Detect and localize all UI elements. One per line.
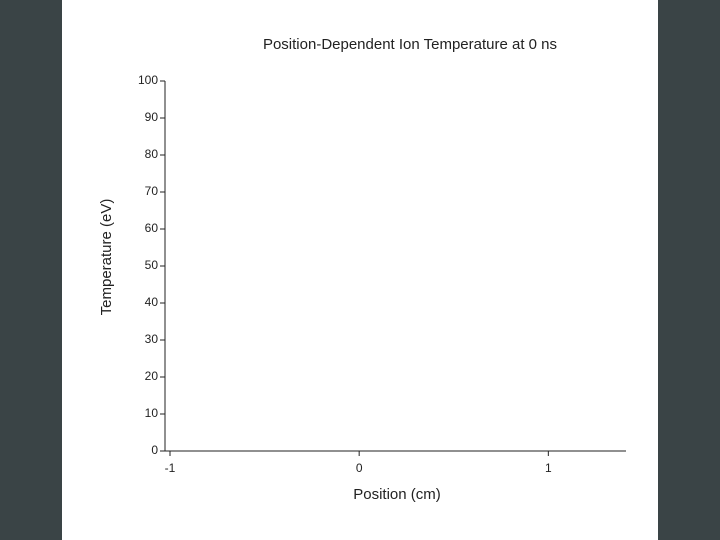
y-tick-label: 10 [145,406,159,420]
x-axis-label: Position (cm) [353,486,441,503]
x-tick-label: 0 [356,461,363,475]
y-tick-label: 60 [145,221,159,235]
y-tick-label: 80 [145,147,159,161]
panel [62,0,658,540]
y-tick-label: 100 [138,73,158,87]
y-tick-label: 20 [145,369,159,383]
y-tick-label: 0 [151,443,158,457]
y-tick-label: 70 [145,184,159,198]
chart-title: Position-Dependent Ion Temperature at 0 … [263,36,557,53]
y-tick-label: 40 [145,295,159,309]
y-axis-label: Temperature (eV) [98,199,115,316]
x-tick-label: 1 [545,461,552,475]
x-tick-label: -1 [165,461,176,475]
y-tick-label: 30 [145,332,159,346]
y-tick-label: 90 [145,110,159,124]
y-tick-label: 50 [145,258,159,272]
